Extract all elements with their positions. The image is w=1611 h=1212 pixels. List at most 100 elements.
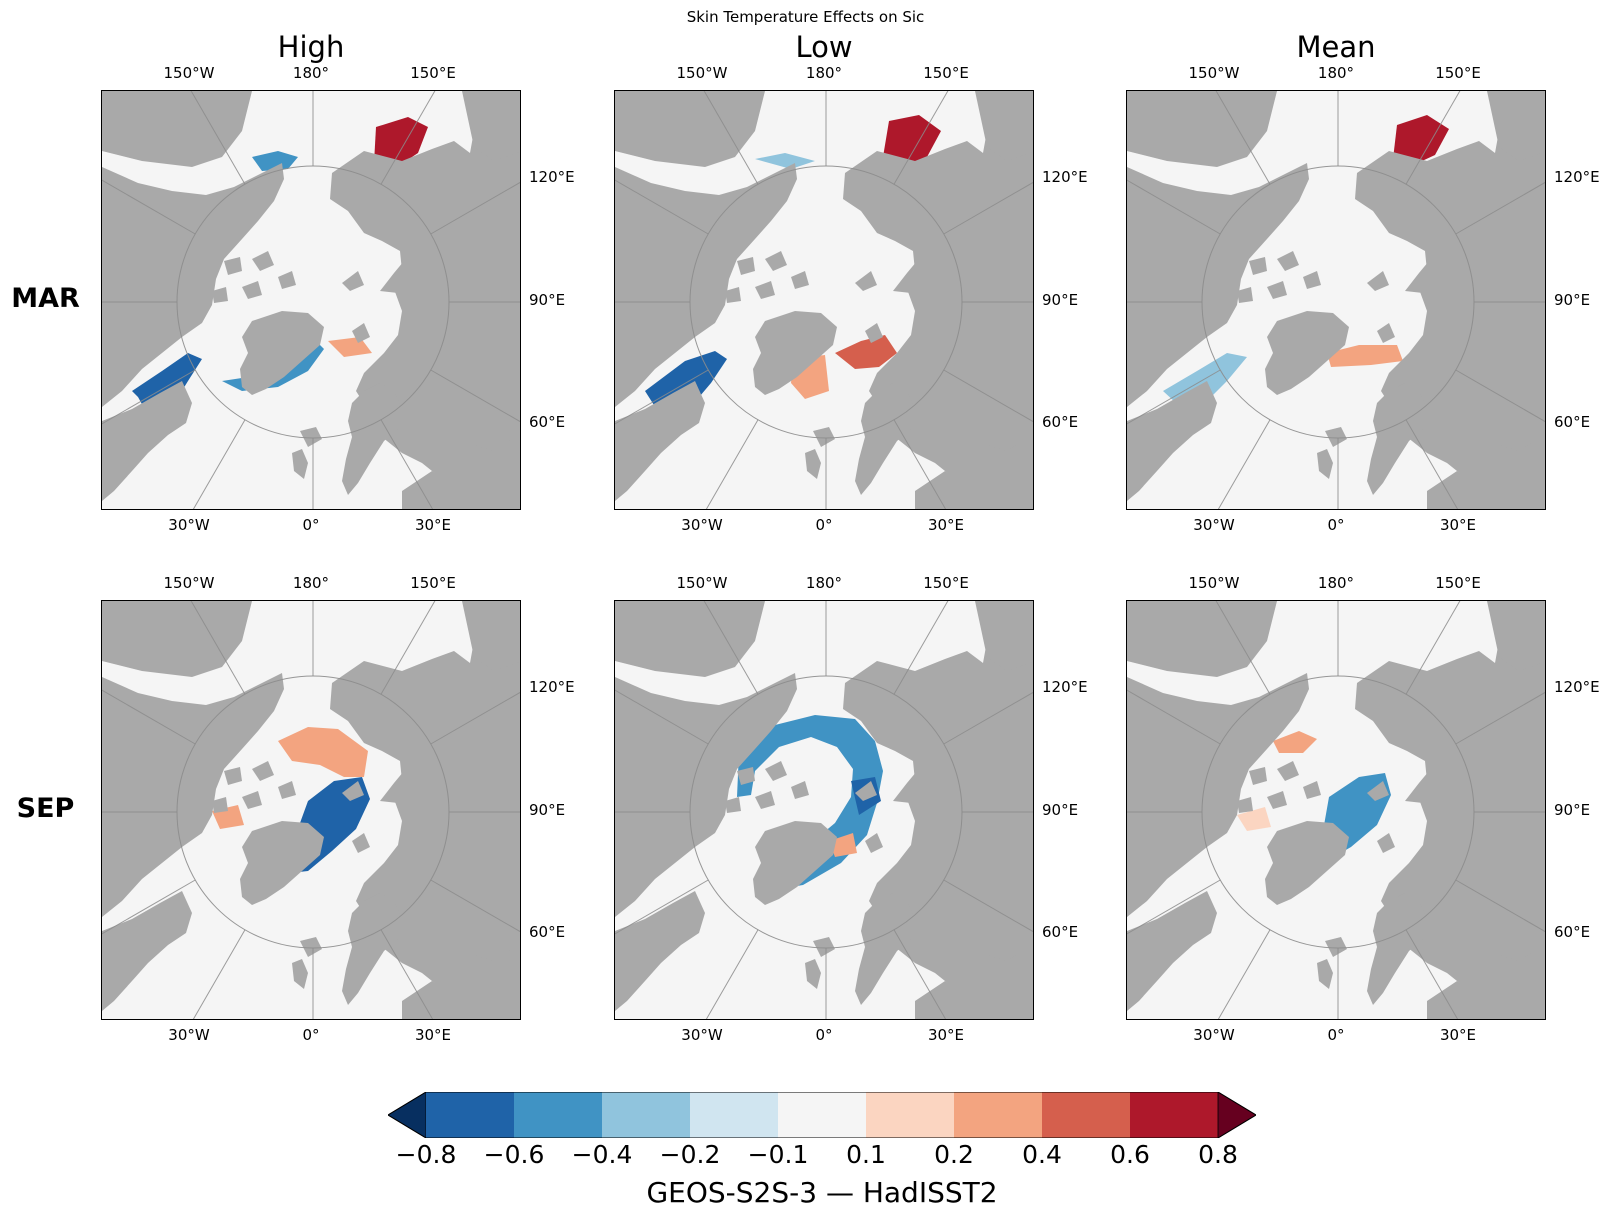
colorbar-segment xyxy=(514,1092,603,1138)
land-mass xyxy=(1367,271,1389,291)
tick-label-bottom: 0° xyxy=(302,516,320,534)
land-mass xyxy=(1325,937,1347,957)
meridian-line xyxy=(705,419,759,509)
land-mass xyxy=(1487,91,1545,161)
map-canvas xyxy=(102,91,520,509)
meridian-line xyxy=(430,369,520,423)
tick-label-top: 150°W xyxy=(1188,64,1240,82)
tick-label-right: 90°E xyxy=(1554,291,1591,309)
tick-label-right: 90°E xyxy=(1042,801,1079,819)
colorbar-tick-label: −0.1 xyxy=(747,1140,809,1169)
meridian-line xyxy=(192,419,246,509)
land-mass xyxy=(915,471,993,509)
meridian-line xyxy=(893,929,947,1019)
land-mass xyxy=(1265,311,1349,395)
land-mass xyxy=(242,281,262,299)
tick-label-right: 90°E xyxy=(529,291,566,309)
anomaly-patch xyxy=(1393,115,1449,167)
colorbar-segment xyxy=(690,1092,779,1138)
tick-label-right: 90°E xyxy=(529,801,566,819)
land-mass xyxy=(975,91,1033,161)
tick-label-bottom: 30°E xyxy=(927,1026,965,1044)
tick-label-top: 150°E xyxy=(1435,64,1481,82)
tick-label-top: 150°W xyxy=(163,574,215,592)
tick-label-top: 150°E xyxy=(410,574,456,592)
land-mass xyxy=(855,893,915,1005)
land-mass xyxy=(1405,261,1433,293)
land-mass xyxy=(1277,761,1299,781)
meridian-line xyxy=(1455,369,1545,423)
land-mass xyxy=(1127,163,1309,407)
meridian-line xyxy=(102,879,196,935)
tick-label-bottom: 0° xyxy=(815,1026,833,1044)
tick-label-bottom: 0° xyxy=(1327,516,1345,534)
meridian-line xyxy=(102,689,196,745)
colorbar-tick-label: 0.4 xyxy=(1022,1140,1062,1169)
tick-label-top: 180° xyxy=(292,574,330,592)
land-mass xyxy=(791,271,809,289)
land-mass xyxy=(1127,601,1277,677)
tick-label-top: 150°W xyxy=(1188,574,1240,592)
meridian-line xyxy=(1405,91,1461,185)
land-mass xyxy=(1249,767,1267,785)
land-mass xyxy=(102,91,252,167)
tick-label-top: 150°W xyxy=(163,64,215,82)
land-mass xyxy=(1317,449,1333,479)
land-mass xyxy=(615,673,797,917)
tick-label-bottom: 30°E xyxy=(1439,1026,1477,1044)
column-title-high: High xyxy=(277,30,345,64)
land-mass xyxy=(1377,323,1395,343)
land-mass xyxy=(342,893,402,1005)
land-mass xyxy=(765,761,787,781)
land-mass xyxy=(292,959,308,989)
tick-label-top: 180° xyxy=(805,64,843,82)
anomaly-patch xyxy=(328,337,372,357)
colorbar-tick-label: 0.2 xyxy=(934,1140,974,1169)
meridian-line xyxy=(102,179,196,235)
tick-label-right: 90°E xyxy=(1554,801,1591,819)
land-mass xyxy=(975,601,1033,671)
land-mass xyxy=(240,821,324,905)
land-mass xyxy=(252,761,274,781)
figure-title: Skin Temperature Effects on Sic xyxy=(686,8,925,26)
land-mass xyxy=(1127,91,1277,167)
meridian-line xyxy=(380,601,436,695)
land-mass xyxy=(224,257,242,275)
colorbar-segment xyxy=(426,1092,515,1138)
land-mass xyxy=(737,767,755,785)
tick-label-right: 120°E xyxy=(1042,168,1088,186)
tick-label-right: 120°E xyxy=(1042,678,1088,696)
land-mass xyxy=(278,271,296,289)
land-mass xyxy=(1127,673,1309,917)
land-mass xyxy=(893,261,921,293)
map-canvas xyxy=(615,601,1033,1019)
meridian-line xyxy=(893,91,949,185)
colorbar-tick-label: −0.2 xyxy=(659,1140,721,1169)
tick-label-bottom: 30°E xyxy=(1439,516,1477,534)
land-mass xyxy=(292,449,308,479)
meridian-line xyxy=(1127,879,1221,935)
land-mass xyxy=(725,797,741,813)
land-mass xyxy=(755,791,775,809)
land-mass xyxy=(725,287,741,303)
meridian-line xyxy=(615,689,709,745)
land-mass xyxy=(813,427,835,447)
tick-label-bottom: 0° xyxy=(302,1026,320,1044)
meridian-line xyxy=(1455,879,1545,933)
tick-label-bottom: 0° xyxy=(815,516,833,534)
meridian-line xyxy=(1127,369,1221,425)
land-mass xyxy=(102,891,192,1011)
land-mass xyxy=(855,781,877,801)
land-mass xyxy=(300,937,322,957)
colorbar-segment xyxy=(954,1092,1043,1138)
colorbar-segment xyxy=(602,1092,691,1138)
land-mass xyxy=(1317,959,1333,989)
land-mass xyxy=(615,601,765,677)
meridian-line xyxy=(1405,601,1461,695)
tick-label-right: 120°E xyxy=(1554,678,1600,696)
colorbar-segment xyxy=(1130,1092,1219,1138)
meridian-line xyxy=(1217,419,1271,509)
meridian-line xyxy=(943,879,1033,933)
tick-label-top: 150°W xyxy=(676,64,728,82)
land-mass xyxy=(813,937,835,957)
